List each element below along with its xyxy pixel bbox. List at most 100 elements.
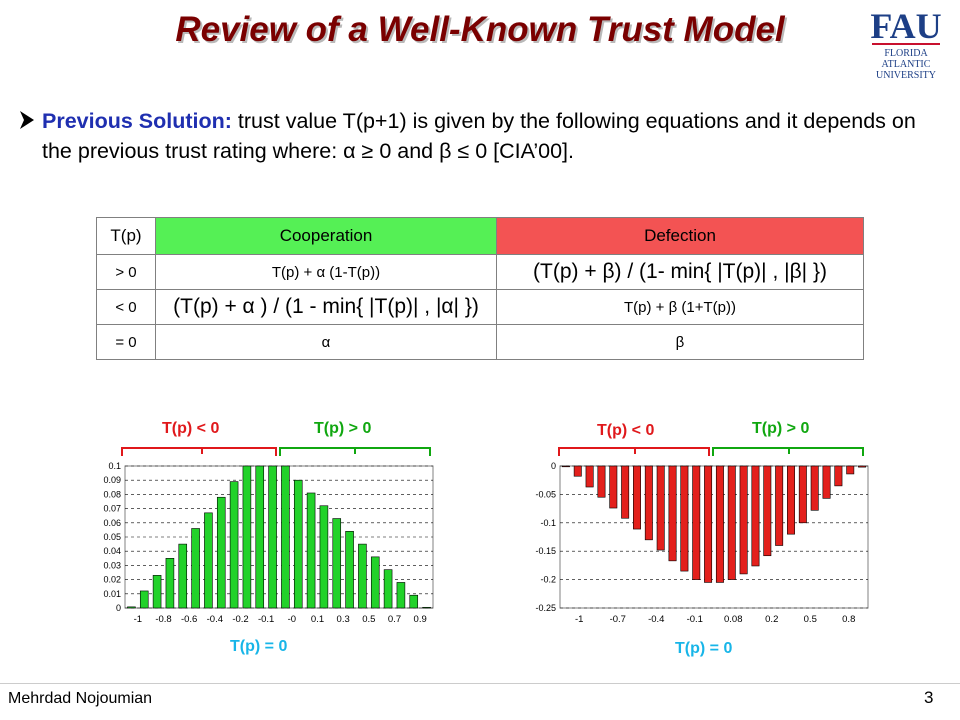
x-tick-label: 0.5 [362,614,375,625]
university-logo: FAU FLORIDA ATLANTIC UNIVERSITY [870,6,941,81]
left-chart-brackets [121,447,431,456]
bar [319,505,329,609]
bar [739,465,748,575]
bar [609,465,618,509]
footer-author: Mehrdad Nojoumian [8,690,153,707]
bar [370,556,380,609]
bar [846,465,855,475]
defection-formula: β [496,324,864,360]
bar [358,543,367,609]
x-tick-label: -1 [134,614,142,625]
y-tick-label: -0.15 [535,546,556,556]
left-chart-negative-label: T(p) < 0 [162,420,220,437]
bar [165,558,175,609]
slide-title: Review of a Well-Known Trust Model [175,10,785,49]
bar [422,606,431,609]
x-tick-label: -1 [575,614,583,625]
table-row: = 0 α β [96,324,864,360]
bar [229,481,239,609]
y-tick-label: 0.09 [103,475,121,485]
table-row: > 0 T(p) + α (1-T(p)) (T(p) + β) / (1- m… [96,254,864,290]
x-tick-label: -0.7 [610,614,626,625]
x-tick-label: 0.08 [724,614,743,625]
x-tick-label: -0.2 [232,614,248,625]
y-tick-label: 0 [116,603,121,613]
y-tick-label: 0.07 [103,504,121,514]
arrow-bullet-icon [20,111,34,129]
y-tick-label: 0.01 [103,589,121,599]
bar [293,479,303,609]
bar [345,531,354,609]
footer-divider [0,683,960,684]
y-tick-label: -0.2 [540,575,556,585]
bar [585,465,594,488]
bar [680,465,689,572]
left-chart-positive-label: T(p) > 0 [314,420,372,437]
header-defection: Defection [496,217,864,255]
bar [306,492,316,609]
right-chart-brackets [558,447,864,456]
plot-area [559,465,869,609]
right-chart-positive-label: T(p) > 0 [752,420,810,437]
bar [787,465,795,535]
bar [139,590,149,609]
bar [561,465,570,468]
row-condition: = 0 [96,324,156,360]
row-condition: > 0 [96,254,156,290]
y-tick-label: 0.06 [103,518,121,528]
y-tick-label: 0 [551,461,556,471]
x-tick-label: 0.3 [337,614,350,625]
bar [656,465,665,551]
svg-text:ATLANTIC: ATLANTIC [882,59,931,70]
svg-text:UNIVERSITY: UNIVERSITY [876,70,936,81]
right-chart-zero-label: T(p) = 0 [675,640,733,657]
bar [178,543,188,609]
bar [633,465,641,530]
bar [715,465,724,583]
right-bar-chart: 0 -0.05 -0.1 -0.15 -0.2 -0.25 -1 -0.7 -0.4 -0.1 0.… [535,461,869,625]
cooperation-formula: T(p) + α (1-T(p)) [155,254,497,290]
svg-text:FAU: FAU [870,6,941,46]
bar [692,465,701,580]
y-tick-label: 0.05 [103,532,121,542]
bar [152,575,162,609]
left-bar-chart: 0 0.01 0.02 0.03 0.04 0.05 0.06 0.07 0.08 0.09 0.1… [103,461,434,625]
bar [409,594,419,609]
bar [822,465,831,499]
bar [775,465,784,546]
x-tick-label: 0.9 [414,614,427,625]
bar [810,465,819,511]
bar [127,606,136,609]
x-tick-label: -0 [288,614,296,625]
bar [668,465,677,562]
bar [644,465,653,541]
table-row: < 0 (T(p) + α ) / (1 - min{ |T(p)| , |α|… [96,289,864,325]
header-cooperation: Cooperation [155,217,497,255]
trust-update-table: T(p) Cooperation Defection > 0 T(p) + α … [96,217,864,360]
defection-formula: T(p) + β (1+T(p)) [496,289,864,325]
x-tick-label: -0.4 [207,614,223,625]
bar [191,528,200,609]
bullet-lead: Previous Solution: [42,109,232,133]
bar [242,465,252,609]
bar [763,465,772,557]
y-tick-label: 0.04 [103,546,121,556]
bar [727,465,736,580]
bar [751,465,760,567]
cooperation-formula: α [155,324,497,360]
bar [621,465,630,519]
bullet-body: trust value T(p+1) is given by the follo… [42,109,916,163]
x-tick-label: -0.1 [258,614,274,625]
cooperation-formula: (T(p) + α ) / (1 - min{ |T(p)| , |α| }) [155,289,497,325]
x-tick-label: 0.2 [765,614,778,625]
header-tp: T(p) [96,217,156,255]
bar [704,465,713,583]
x-tick-label: -0.6 [181,614,197,625]
y-tick-label: 0.02 [103,575,121,585]
svg-text:FLORIDA: FLORIDA [884,48,928,59]
bar [268,465,277,609]
bar [216,496,226,609]
x-tick-label: 0.8 [842,614,855,625]
x-tick-label: -0.8 [155,614,171,625]
x-tick-label: -0.1 [687,614,703,625]
